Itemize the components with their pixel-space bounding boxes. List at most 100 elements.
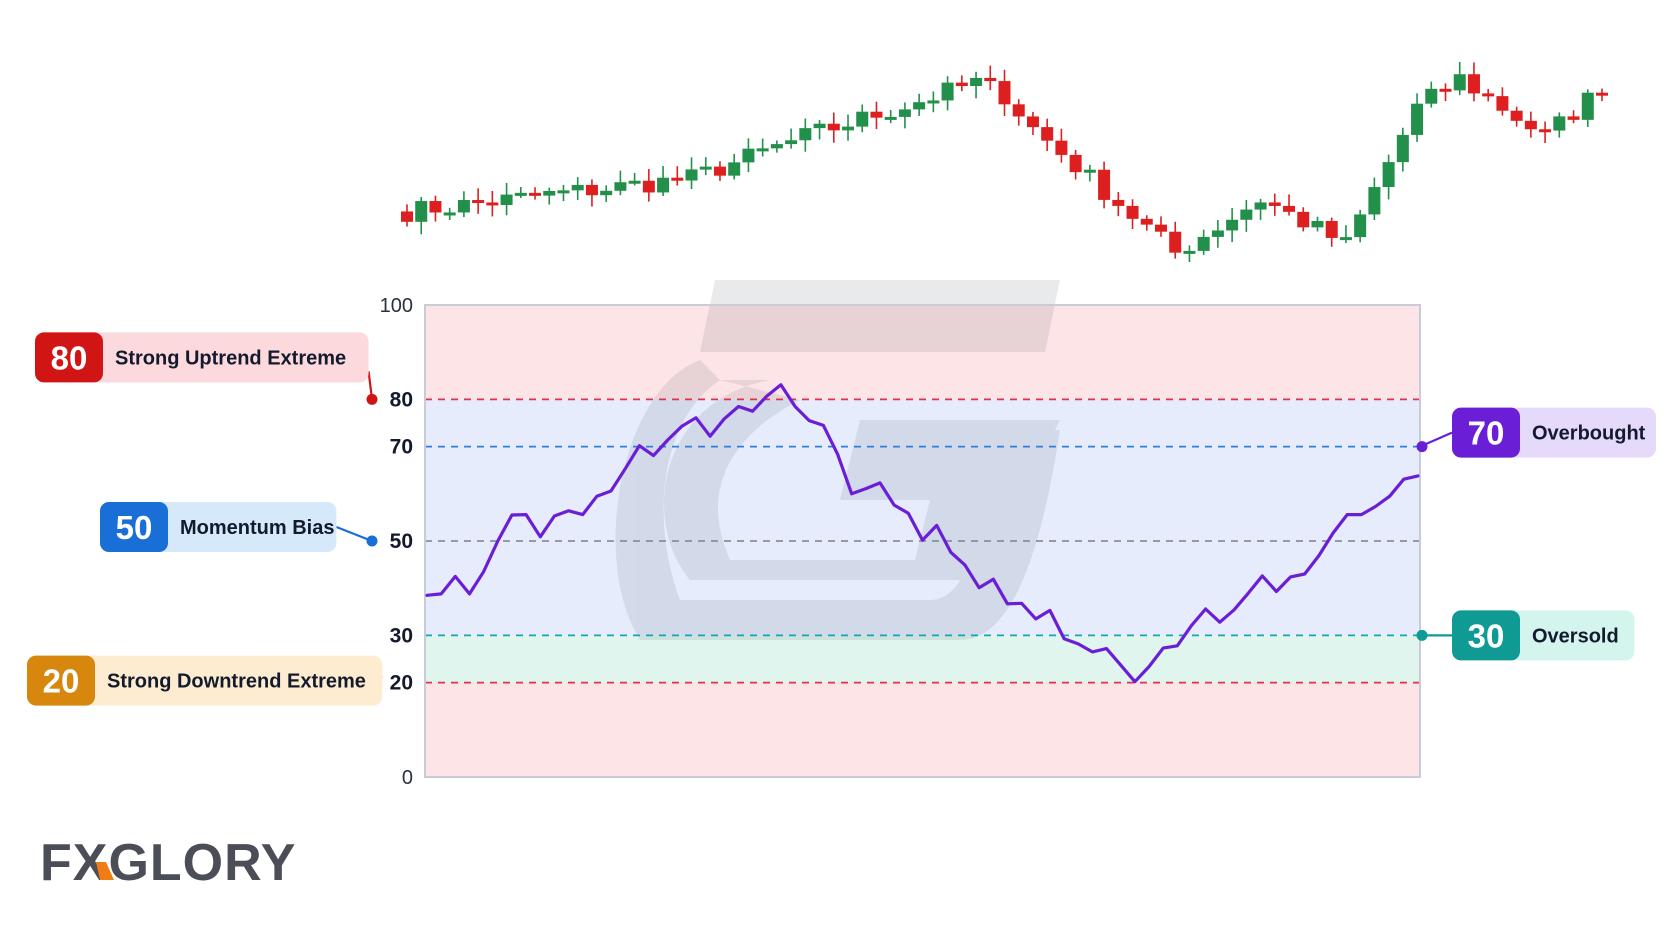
candle <box>984 65 997 91</box>
candle <box>628 172 641 186</box>
candle-body <box>543 190 556 196</box>
candle <box>1439 83 1452 102</box>
candle-body <box>1581 92 1594 120</box>
candle <box>1325 217 1338 247</box>
y-tick-label-20: 20 <box>390 672 413 695</box>
candle <box>813 120 826 140</box>
candle-body <box>785 140 798 145</box>
candle-body <box>1453 74 1466 91</box>
candle <box>1254 198 1267 220</box>
watermark-logo <box>615 280 1060 640</box>
candle-body <box>813 123 826 129</box>
callout-value-badge <box>27 655 95 706</box>
candle-body <box>585 184 598 196</box>
candle <box>415 197 428 235</box>
candle <box>1567 110 1580 124</box>
candle <box>1368 177 1381 220</box>
candle-body <box>1012 104 1025 117</box>
candle <box>401 204 413 227</box>
candle-body <box>927 100 940 104</box>
candle <box>500 182 513 216</box>
candle-body <box>1411 103 1424 135</box>
candle <box>856 104 869 133</box>
candle <box>1524 111 1537 138</box>
candle <box>728 153 741 180</box>
candle-body <box>1382 162 1395 188</box>
candle-body <box>1154 224 1167 232</box>
brand-logo: FXGLORY <box>40 834 295 892</box>
candle <box>685 157 698 190</box>
candle-body <box>1339 237 1352 241</box>
candle <box>941 76 954 111</box>
candle <box>1112 191 1125 217</box>
callout-value-badge <box>100 502 168 552</box>
candle-body <box>1496 96 1509 111</box>
callout-label: Strong Downtrend Extreme <box>107 671 366 693</box>
candle <box>1140 215 1153 231</box>
candle-body <box>1112 199 1125 206</box>
candle <box>557 184 570 202</box>
callout-label: Strong Uptrend Extreme <box>115 347 346 369</box>
callout-dot <box>1416 441 1428 453</box>
rsi-panel-border <box>424 304 1421 778</box>
callout-dot <box>366 393 378 405</box>
candle <box>1411 93 1424 142</box>
candle-body <box>799 128 812 141</box>
candle-body <box>1354 214 1367 238</box>
y-tick-label-30: 30 <box>390 624 413 647</box>
y-tick-label-100: 100 <box>380 295 413 317</box>
candle-body <box>1197 236 1210 251</box>
candle <box>1539 121 1552 143</box>
candle <box>970 71 983 99</box>
candle-body <box>1510 110 1523 121</box>
rsi-zone-30-80 <box>425 399 1420 636</box>
candle-body <box>486 202 499 206</box>
candle-body <box>941 82 954 101</box>
candle-body <box>1098 169 1111 200</box>
candle <box>1453 62 1466 96</box>
candle-body <box>600 190 613 196</box>
candle-body <box>1254 202 1267 210</box>
callout-value-badge <box>1452 407 1520 458</box>
candle <box>514 187 527 198</box>
candle <box>1596 88 1608 102</box>
candle-body <box>557 190 570 194</box>
candle-body <box>1183 250 1196 254</box>
callout-value: 20 <box>43 663 80 700</box>
candle <box>1339 225 1352 243</box>
y-tick-label-0: 0 <box>402 767 413 789</box>
candle <box>713 161 726 181</box>
candle <box>1482 88 1495 102</box>
candle-body <box>529 192 542 196</box>
callout-value: 30 <box>1468 617 1505 654</box>
candle-body <box>642 180 655 193</box>
candle <box>1055 128 1068 163</box>
rsi-zone-20-30 <box>425 635 1420 683</box>
candle <box>585 179 598 207</box>
rsi-y-axis-ticks: 0 20 30 50 70 80 100 <box>380 295 413 789</box>
candle-body <box>998 81 1011 105</box>
candle <box>1211 220 1224 248</box>
candle <box>642 169 655 202</box>
candle <box>457 191 470 218</box>
candle <box>1268 193 1281 216</box>
candle <box>529 187 542 200</box>
candle-body <box>628 180 641 184</box>
candle <box>614 170 627 196</box>
candle <box>472 188 485 214</box>
candle-body <box>1083 169 1096 173</box>
candle <box>1283 194 1296 216</box>
candle <box>955 75 968 92</box>
candle-body <box>614 182 627 191</box>
candle-body <box>1467 74 1480 94</box>
callout-dot <box>1416 629 1428 641</box>
candle <box>571 177 584 200</box>
candle-body <box>913 102 926 110</box>
candle <box>443 207 456 220</box>
candle <box>1510 106 1523 127</box>
candle-body <box>500 194 513 206</box>
candle <box>742 138 755 173</box>
brand-logo-accent-icon <box>96 862 114 880</box>
candle <box>927 91 940 113</box>
callout-label: Oversold <box>1532 625 1619 647</box>
